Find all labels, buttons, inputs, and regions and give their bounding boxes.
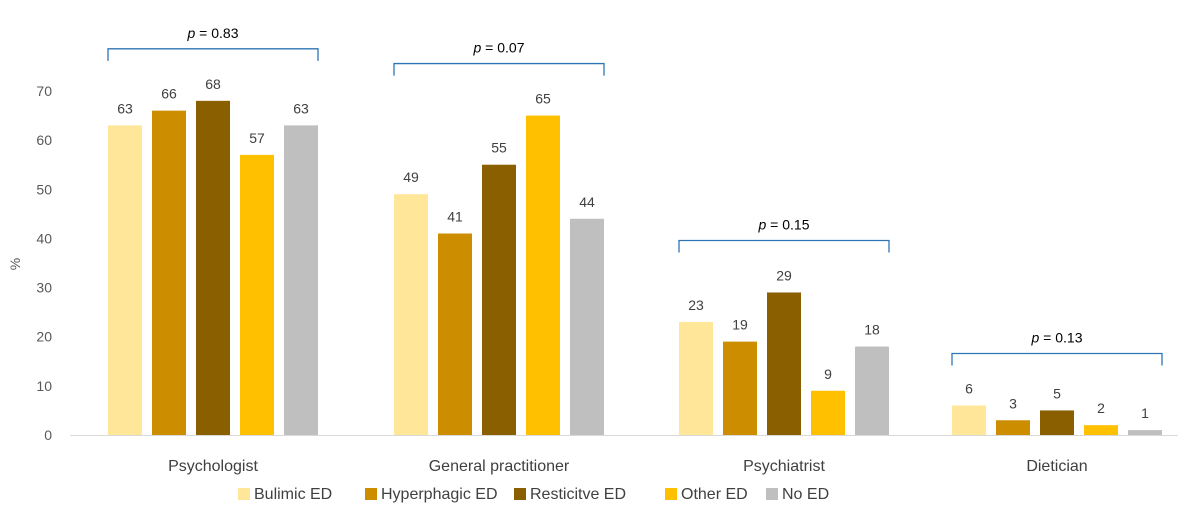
p-value-label: p = 0.13 (1031, 330, 1083, 346)
bar-other-ed (811, 390, 845, 435)
y-tick-label: 50 (36, 181, 52, 197)
legend-swatch (766, 488, 778, 500)
bar-hyperphagic-ed (438, 233, 472, 435)
p-value-text: = 0.83 (195, 25, 238, 41)
bar-no-ed (570, 218, 604, 435)
data-label: 55 (491, 140, 507, 156)
p-symbol: p (187, 25, 196, 41)
data-label: 19 (732, 317, 748, 333)
bar-hyperphagic-ed (723, 341, 757, 435)
bar-no-ed (284, 125, 318, 436)
y-tick-label: 70 (36, 83, 52, 99)
data-label: 63 (293, 100, 309, 116)
legend-label: Other ED (681, 486, 748, 503)
data-label: 1 (1141, 405, 1149, 421)
category-label: Dietician (1026, 458, 1087, 475)
data-label: 23 (688, 297, 704, 313)
data-label: 49 (403, 169, 419, 185)
p-symbol: p (1031, 330, 1040, 346)
y-tick-label: 10 (36, 378, 52, 394)
p-value-label: p = 0.83 (187, 25, 239, 41)
y-tick-label: 20 (36, 329, 52, 345)
data-label: 5 (1053, 385, 1061, 401)
category-label: General practitioner (429, 458, 570, 475)
bar-bulimic-ed (952, 405, 986, 435)
bar-resticitve-ed (482, 164, 516, 435)
legend-label: Hyperphagic ED (381, 486, 498, 503)
legend-label: Resticitve ED (530, 486, 626, 503)
data-label: 66 (161, 86, 177, 102)
bar-no-ed (855, 346, 889, 435)
bar-hyperphagic-ed (152, 110, 186, 436)
y-tick-label: 0 (44, 427, 52, 443)
legend-swatch (514, 488, 526, 500)
category-label: Psychologist (168, 458, 258, 475)
bar-resticitve-ed (767, 292, 801, 435)
bar-other-ed (526, 115, 560, 436)
data-label: 63 (117, 100, 133, 116)
y-tick-label: 60 (36, 132, 52, 148)
legend-label: Bulimic ED (254, 486, 332, 503)
p-value-bracket (393, 62, 605, 76)
data-label: 68 (205, 76, 221, 92)
category-label: Psychiatrist (743, 458, 825, 475)
p-value-label: p = 0.15 (758, 216, 810, 232)
bar-resticitve-ed (196, 100, 230, 435)
p-value-label: p = 0.07 (473, 40, 525, 56)
p-value-text: = 0.07 (481, 40, 524, 56)
p-symbol: p (758, 216, 767, 232)
y-tick-label: 30 (36, 280, 52, 296)
data-label: 57 (249, 130, 265, 146)
bar-bulimic-ed (394, 194, 428, 435)
bar-hyperphagic-ed (996, 420, 1030, 435)
y-axis-label: % (7, 258, 23, 270)
data-label: 6 (965, 381, 973, 397)
legend-swatch (365, 488, 377, 500)
p-value-bracket (951, 352, 1163, 366)
bar-bulimic-ed (108, 125, 142, 436)
bar-resticitve-ed (1040, 410, 1074, 435)
data-label: 29 (776, 267, 792, 283)
data-label: 9 (824, 366, 832, 382)
legend-swatch (238, 488, 250, 500)
data-label: 41 (447, 209, 463, 225)
y-tick-label: 40 (36, 230, 52, 246)
bar-other-ed (240, 154, 274, 435)
data-label: 18 (864, 322, 880, 338)
data-label: 2 (1097, 400, 1105, 416)
data-label: 44 (579, 194, 595, 210)
p-value-bracket (678, 239, 890, 253)
p-value-text: = 0.15 (766, 216, 809, 232)
data-label: 3 (1009, 395, 1017, 411)
bar-no-ed (1128, 430, 1162, 435)
p-value-bracket (107, 48, 319, 61)
legend-swatch (665, 488, 677, 500)
data-label: 65 (535, 91, 551, 107)
bar-other-ed (1084, 425, 1118, 435)
bar-bulimic-ed (679, 321, 713, 435)
legend-label: No ED (782, 486, 829, 503)
p-value-text: = 0.13 (1039, 330, 1082, 346)
p-symbol: p (473, 40, 482, 56)
